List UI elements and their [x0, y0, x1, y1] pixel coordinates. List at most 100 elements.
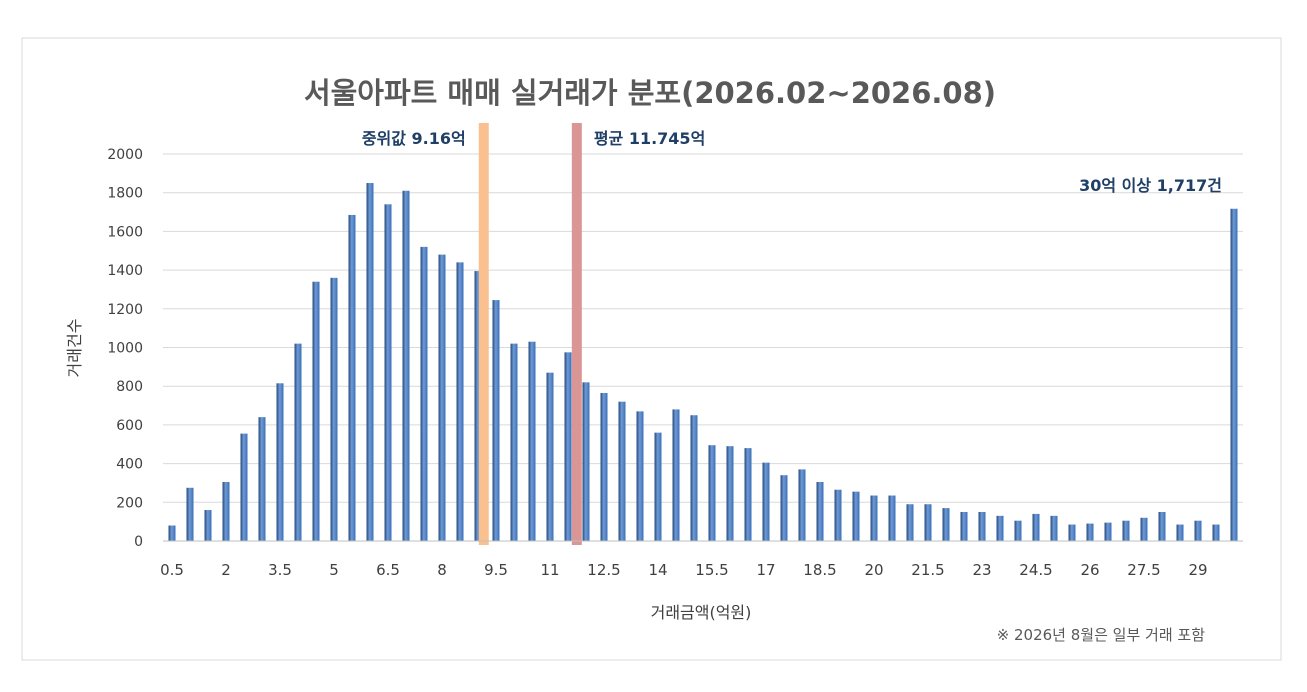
bar	[493, 300, 500, 541]
bar	[259, 417, 266, 541]
reference-line	[572, 123, 582, 545]
bar	[673, 409, 680, 541]
bar	[925, 504, 932, 541]
x-tick-label: 15.5	[695, 561, 728, 579]
x-tick-label: 27.5	[1127, 561, 1160, 579]
bar	[583, 382, 590, 541]
bar	[277, 383, 284, 541]
bar	[511, 344, 518, 541]
y-tick-label: 1600	[107, 224, 143, 240]
bar	[907, 504, 914, 541]
bar	[1231, 209, 1238, 541]
bar	[295, 344, 302, 541]
bar	[979, 512, 986, 541]
x-tick-label: 14	[648, 561, 667, 579]
bar	[619, 402, 626, 541]
bar	[1195, 521, 1202, 541]
bar	[367, 183, 374, 541]
bar	[1213, 525, 1220, 541]
x-tick-label: 11	[540, 561, 559, 579]
y-tick-label: 600	[116, 418, 143, 434]
x-tick-label: 9.5	[484, 561, 508, 579]
reference-line-label: 중위값 9.16억	[362, 129, 466, 148]
bar	[565, 352, 572, 541]
bar	[547, 373, 554, 541]
y-tick-label: 1200	[107, 302, 143, 318]
x-tick-label: 12.5	[587, 561, 620, 579]
bar	[1087, 524, 1094, 541]
x-tick-label: 23	[972, 561, 991, 579]
y-tick-label: 0	[134, 534, 143, 550]
x-tick-label: 21.5	[911, 561, 944, 579]
x-tick-label: 17	[756, 561, 775, 579]
x-tick-label: 8	[437, 561, 447, 579]
footnote: ※ 2026년 8월은 일부 거래 포함	[997, 626, 1206, 644]
bar	[799, 469, 806, 541]
bar	[403, 191, 410, 541]
y-tick-label: 1800	[107, 186, 143, 202]
bar	[205, 510, 212, 541]
bar	[529, 342, 536, 541]
bar	[1159, 512, 1166, 541]
y-tick-label: 1000	[107, 341, 143, 357]
x-tick-label: 6.5	[376, 561, 400, 579]
x-tick-label: 24.5	[1019, 561, 1052, 579]
bar	[457, 262, 464, 541]
bar	[385, 204, 392, 541]
x-tick-label: 5	[329, 561, 339, 579]
y-tick-label: 400	[116, 457, 143, 473]
bar	[745, 448, 752, 541]
y-tick-label: 200	[116, 495, 143, 511]
bar	[961, 512, 968, 541]
bar	[835, 490, 842, 541]
bar	[331, 278, 338, 541]
y-tick-label: 2000	[107, 147, 143, 163]
reference-line-label: 평균 11.745억	[594, 129, 705, 148]
bar	[1141, 518, 1148, 541]
bar	[421, 247, 428, 541]
y-axis-label: 거래건수	[65, 319, 84, 378]
bar	[223, 482, 230, 541]
bar	[241, 434, 248, 541]
bar	[853, 492, 860, 541]
bar	[1015, 521, 1022, 541]
x-tick-label: 20	[864, 561, 883, 579]
bar	[709, 445, 716, 541]
bar	[727, 446, 734, 541]
bar	[889, 496, 896, 541]
bar	[1123, 521, 1130, 541]
bar	[691, 415, 698, 541]
x-tick-label: 26	[1080, 561, 1099, 579]
chart-title: 서울아파트 매매 실거래가 분포(2026.02~2026.08)	[304, 76, 996, 110]
x-tick-label: 3.5	[268, 561, 292, 579]
bar	[781, 475, 788, 541]
bar	[439, 255, 446, 541]
bar	[763, 463, 770, 541]
bar	[871, 496, 878, 541]
bar	[637, 411, 644, 541]
bar	[313, 282, 320, 541]
x-axis-label: 거래금액(억원)	[651, 603, 752, 622]
bar	[1033, 514, 1040, 541]
bar	[655, 433, 662, 541]
bar	[1105, 523, 1112, 541]
y-tick-label: 1400	[107, 263, 143, 279]
bar	[1069, 525, 1076, 541]
bar	[817, 482, 824, 541]
bar	[187, 488, 194, 541]
bar	[349, 215, 356, 541]
bar	[1177, 525, 1184, 541]
y-tick-label: 800	[116, 379, 143, 395]
x-tick-label: 2	[221, 561, 231, 579]
annotation-label: 30억 이상 1,717건	[1079, 176, 1222, 195]
x-tick-label: 29	[1188, 561, 1207, 579]
bar	[997, 516, 1004, 541]
x-tick-label: 0.5	[160, 561, 184, 579]
reference-line	[479, 123, 489, 545]
bar	[169, 526, 176, 541]
bar	[943, 508, 950, 541]
bar	[601, 393, 608, 541]
x-tick-label: 18.5	[803, 561, 836, 579]
